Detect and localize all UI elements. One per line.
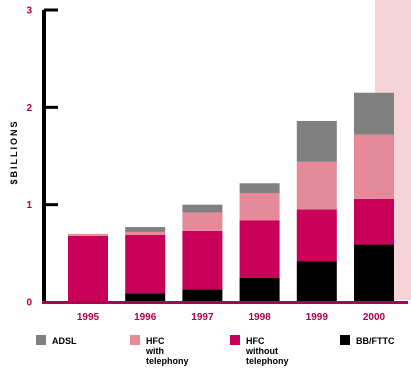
bar-2000-adsl	[354, 92, 394, 135]
x-tick-label-1999: 1999	[306, 312, 329, 323]
bar-1995-hfc-without-telephony	[68, 235, 108, 302]
bar-1996-adsl	[125, 227, 166, 232]
legend-label-line: BB/FTTC	[356, 336, 395, 346]
legend-label-hfc-with-telephony: HFC with telephony	[145, 336, 189, 366]
y-tick-label-3: 3	[26, 6, 32, 17]
bar-1999-hfc-with-telephony	[296, 161, 337, 210]
y-tick-3	[44, 8, 58, 12]
legend-label-line: HFC	[246, 336, 265, 346]
bar-1999-adsl	[296, 120, 337, 162]
bar-1998-bb-fttc	[239, 277, 280, 302]
bar-1997-hfc-without-telephony	[182, 230, 223, 290]
bar-2000-hfc-with-telephony	[354, 134, 394, 199]
y-tick-label-0: 0	[26, 298, 32, 309]
x-tick-label-1998: 1998	[248, 312, 271, 323]
bar-1996-bb-fttc	[125, 293, 166, 302]
y-axis-title: $BILLIONS	[9, 119, 19, 184]
x-axis-line	[42, 301, 408, 304]
legend-label-line: telephony	[246, 356, 289, 366]
legend-swatch-bb-fttc	[340, 335, 350, 345]
y-tick-label-2: 2	[26, 103, 32, 114]
legend-label-line: telephony	[146, 356, 189, 366]
bar-1998-hfc-without-telephony	[239, 220, 280, 278]
bar-1999-hfc-without-telephony	[296, 209, 337, 262]
legend-label-line: HFC	[146, 336, 165, 346]
legend-label-line: without	[245, 346, 278, 356]
x-tick-label-1996: 1996	[134, 312, 157, 323]
legend-label-adsl: ADSL	[52, 336, 77, 346]
bar-2000-bb-fttc	[354, 244, 394, 302]
bar-1997-bb-fttc	[182, 289, 223, 302]
legend-label-line: with	[145, 346, 164, 356]
legend-swatch-adsl	[36, 335, 46, 345]
bar-1999-bb-fttc	[296, 261, 337, 302]
y-tick-1	[44, 203, 58, 207]
bar-1998-hfc-with-telephony	[239, 192, 280, 221]
y-tick-label-1: 1	[26, 200, 32, 211]
legend-label-bb-fttc: BB/FTTC	[356, 336, 395, 346]
x-tick-label-1997: 1997	[191, 312, 214, 323]
bar-1997-hfc-with-telephony	[182, 212, 223, 231]
bar-1996-hfc-without-telephony	[125, 234, 166, 294]
legend-label-hfc-without-telephony: HFC without telephony	[245, 336, 289, 366]
x-tick-label-1995: 1995	[77, 312, 100, 323]
legend-label-line: ADSL	[52, 336, 77, 346]
legend-swatch-hfc-with-telephony	[130, 335, 140, 345]
legend-swatch-hfc-without-telephony	[230, 335, 240, 345]
bar-1998-adsl	[239, 183, 280, 193]
y-axis-line	[42, 10, 46, 304]
y-tick-2	[44, 105, 58, 109]
x-tick-label-2000: 2000	[363, 312, 386, 323]
bar-1995-hfc-with-telephony	[68, 233, 108, 236]
bar-1996-hfc-with-telephony	[125, 231, 166, 235]
bar-2000-hfc-without-telephony	[354, 198, 394, 245]
bar-1997-adsl	[182, 204, 223, 213]
